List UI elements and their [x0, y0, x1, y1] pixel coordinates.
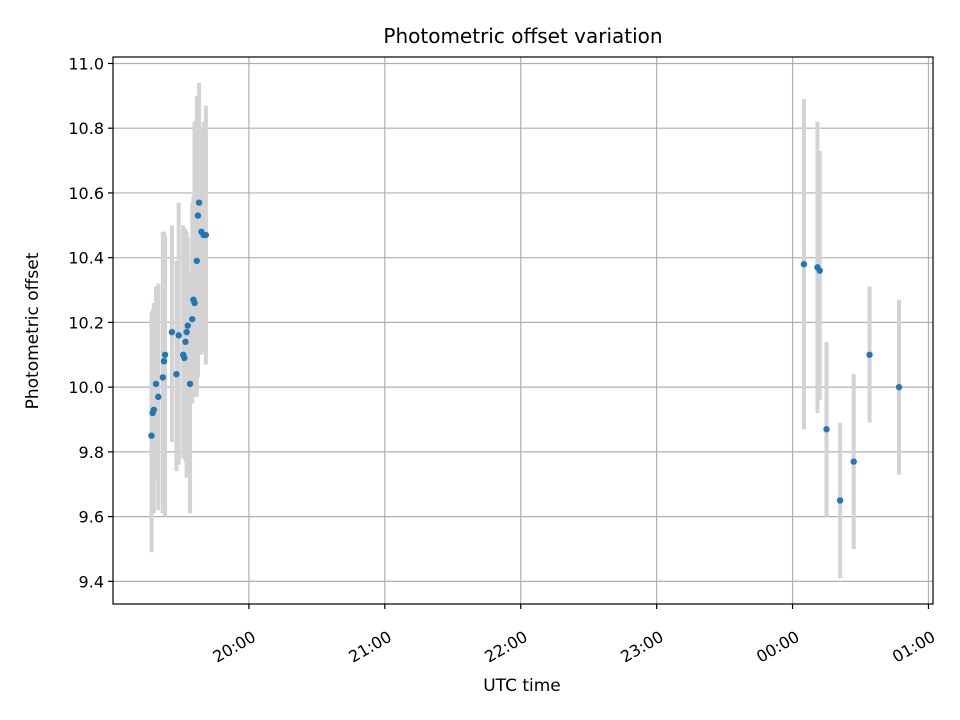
- data-point: [182, 338, 189, 346]
- data-point: [152, 380, 160, 388]
- data-point: [823, 426, 830, 433]
- data-point: [150, 406, 157, 413]
- data-point: [895, 383, 903, 391]
- data-point: [800, 260, 808, 268]
- data-point: [161, 351, 169, 358]
- x-axis-title: UTC time: [483, 676, 561, 696]
- y-tick-label: 10.2: [68, 313, 104, 332]
- y-tick-label: 9.4: [79, 572, 104, 591]
- data-point: [186, 380, 194, 388]
- data-point: [173, 370, 180, 378]
- data-point: [191, 299, 198, 307]
- data-point: [160, 358, 168, 365]
- data-point: [175, 332, 182, 339]
- data-point: [866, 351, 873, 358]
- data-point: [816, 267, 823, 274]
- data-point: [155, 393, 162, 401]
- chart-title: Photometric offset variation: [383, 24, 662, 48]
- y-tick-label: 10.4: [68, 249, 104, 268]
- y-axis: 9.4 9.6 9.8 10.0 10.2 10.4 10.6 10.8 11.0: [68, 54, 113, 591]
- data-point: [195, 199, 203, 206]
- y-tick-label: 9.8: [79, 443, 104, 462]
- data-point: [194, 212, 202, 219]
- data-point: [159, 374, 167, 381]
- data-point: [184, 322, 191, 329]
- data-point: [193, 257, 201, 265]
- y-tick-label: 9.6: [79, 508, 104, 527]
- data-point: [181, 354, 188, 362]
- grid: [113, 57, 933, 604]
- data-point: [148, 432, 155, 439]
- data-point: [836, 497, 844, 504]
- data-point: [189, 315, 196, 323]
- data-point: [850, 458, 857, 465]
- y-tick-label: 11.0: [68, 54, 104, 73]
- data-point: [183, 328, 190, 336]
- y-tick-label: 10.6: [68, 184, 104, 203]
- data-point: [202, 231, 210, 239]
- plot-area-frame: [112, 56, 934, 605]
- y-axis-title: Photometric offset: [23, 252, 43, 409]
- data-points: [148, 199, 903, 504]
- y-tick-label: 10.0: [68, 378, 104, 397]
- y-tick-label: 10.8: [68, 119, 104, 138]
- data-point: [168, 328, 176, 336]
